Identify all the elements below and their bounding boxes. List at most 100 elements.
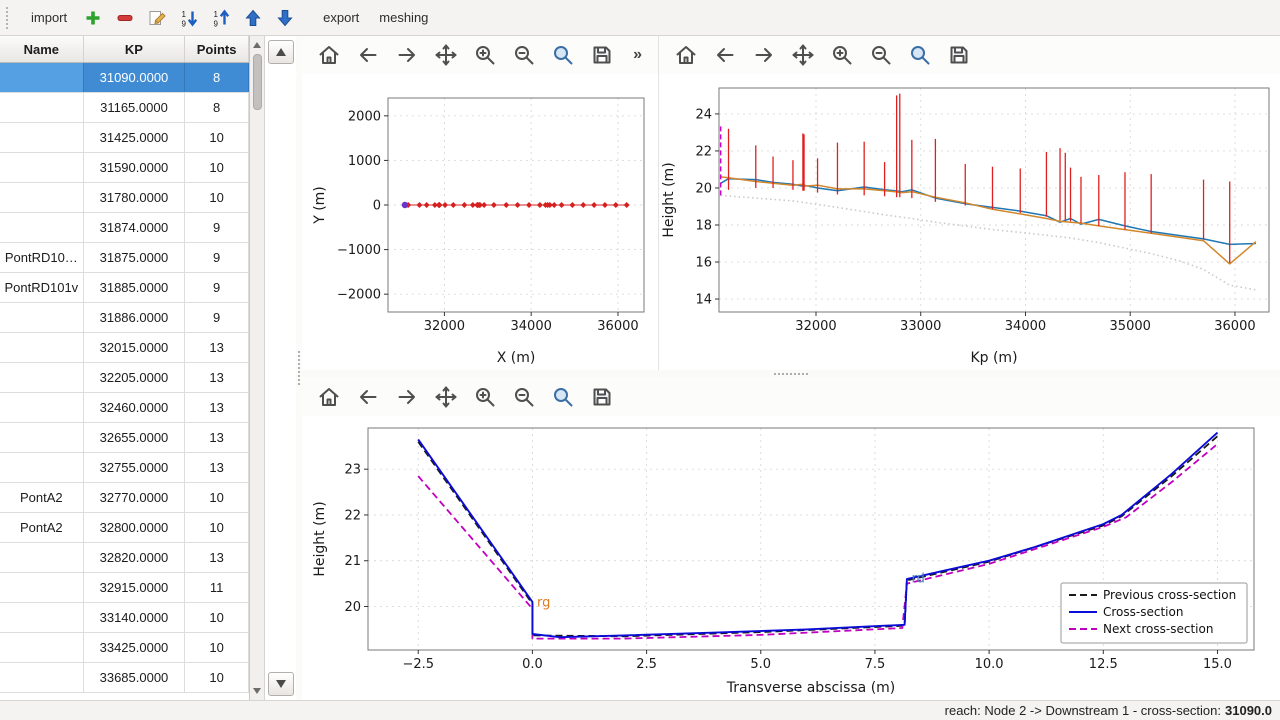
mpl-pan-button[interactable] — [431, 382, 461, 412]
plan-view-chart[interactable]: 320003400036000−2000−1000010002000X (m)Y… — [302, 74, 658, 370]
mpl-zoom-fit-button[interactable] — [548, 40, 578, 70]
mpl-forward-button[interactable] — [749, 40, 779, 70]
table-row[interactable]: 32015.000013 — [0, 333, 249, 363]
profile-chart[interactable]: 3200033000340003500036000141618202224Kp … — [659, 74, 1280, 370]
table-cell-points: 10 — [185, 603, 249, 632]
toolbar-drag-handle[interactable] — [6, 7, 12, 29]
table-row[interactable]: PontRD101v31885.00009 — [0, 273, 249, 303]
table-row[interactable]: 31425.000010 — [0, 123, 249, 153]
scroll-to-top-button[interactable] — [268, 40, 294, 64]
mpl-back-button[interactable] — [353, 40, 383, 70]
plan-view-canvas[interactable]: 320003400036000−2000−1000010002000X (m)Y… — [302, 74, 658, 370]
mpl-forward-button[interactable] — [392, 40, 422, 70]
table-row[interactable]: 31165.00008 — [0, 93, 249, 123]
sort-ascending-button[interactable]: 19 — [174, 4, 204, 32]
table-cell-name — [0, 573, 84, 602]
y-tick-label: 16 — [695, 256, 712, 271]
mpl-save-button[interactable] — [587, 40, 617, 70]
export-button[interactable]: export — [314, 6, 368, 29]
longitudinal-profile-canvas[interactable]: 3200033000340003500036000141618202224Kp … — [659, 74, 1279, 370]
edit-cross-section-button[interactable] — [142, 4, 172, 32]
table-row[interactable]: 31886.00009 — [0, 303, 249, 333]
scrollbar-down-arrow[interactable] — [253, 685, 261, 697]
toolbar-overflow-button[interactable]: » — [629, 46, 646, 64]
mpl-pan-button[interactable] — [431, 40, 461, 70]
table-row[interactable]: 32915.000011 — [0, 573, 249, 603]
mpl-save-button[interactable] — [944, 40, 974, 70]
table-cell-kp: 32820.0000 — [84, 543, 186, 572]
meshing-button[interactable]: meshing — [370, 6, 437, 29]
scrollbar-thumb[interactable] — [253, 54, 262, 110]
cross-section-table: Name KP Points 31090.0000831165.00008314… — [0, 36, 250, 700]
table-row[interactable]: PontA232770.000010 — [0, 483, 249, 513]
y-tick-label: 14 — [695, 293, 712, 308]
splitter-grip-icon — [774, 373, 808, 375]
mpl-zoom-fit-button[interactable] — [905, 40, 935, 70]
mpl-zoom-original-button[interactable] — [866, 40, 896, 70]
mpl-back-button[interactable] — [353, 382, 383, 412]
horizontal-splitter[interactable] — [302, 370, 1280, 378]
table-row[interactable]: 32205.000013 — [0, 363, 249, 393]
scrollbar-up-arrow[interactable] — [253, 39, 261, 51]
table-row[interactable]: PontRD10…31875.00009 — [0, 243, 249, 273]
table-cell-name — [0, 333, 84, 362]
table-row[interactable]: 32460.000013 — [0, 393, 249, 423]
table-scrollbar[interactable] — [250, 36, 265, 700]
mpl-zoom-button[interactable] — [827, 40, 857, 70]
mpl-home-button[interactable] — [671, 40, 701, 70]
import-button[interactable]: import — [22, 6, 76, 29]
mpl-zoom-button[interactable] — [470, 382, 500, 412]
scroll-to-bottom-button[interactable] — [268, 672, 294, 696]
table-header-row: Name KP Points — [0, 36, 249, 63]
table-row[interactable]: 31590.000010 — [0, 153, 249, 183]
scrollbar-track[interactable] — [251, 51, 264, 685]
mpl-zoom-original-button[interactable] — [509, 40, 539, 70]
mpl-home-button[interactable] — [314, 40, 344, 70]
mpl-back-button[interactable] — [710, 40, 740, 70]
upper-plots-row: » 320003400036000−2000−1000010002000X (m… — [302, 36, 1280, 370]
table-row[interactable]: 33685.000010 — [0, 663, 249, 693]
table-row[interactable]: 31780.000010 — [0, 183, 249, 213]
table-row[interactable]: 33140.000010 — [0, 603, 249, 633]
mpl-zoom-original-button[interactable] — [509, 382, 539, 412]
svg-text:1: 1 — [214, 10, 219, 19]
table-row[interactable]: 33425.000010 — [0, 633, 249, 663]
y-tick-label: 18 — [695, 218, 712, 233]
table-row[interactable]: 31874.00009 — [0, 213, 249, 243]
legend-label: Previous cross-section — [1103, 588, 1236, 602]
cross-section-canvas[interactable]: −2.50.02.55.07.510.012.515.020212223Tran… — [302, 416, 1280, 700]
x-tick-label: 32000 — [424, 319, 465, 334]
y-tick-label: 22 — [344, 508, 361, 523]
column-header-kp[interactable]: KP — [84, 36, 186, 62]
table-cell-name — [0, 453, 84, 482]
column-header-points[interactable]: Points — [185, 36, 249, 62]
mpl-zoom-button[interactable] — [470, 40, 500, 70]
cross-section-chart[interactable]: −2.50.02.55.07.510.012.515.020212223Tran… — [302, 416, 1280, 700]
series-left-bank — [721, 179, 1256, 245]
table-row[interactable]: 31090.00008 — [0, 63, 249, 93]
x-tick-label: 12.5 — [1089, 657, 1118, 672]
home-icon — [317, 385, 341, 409]
add-cross-section-button[interactable] — [78, 4, 108, 32]
table-cell-points: 10 — [185, 633, 249, 662]
table-row[interactable]: 32820.000013 — [0, 543, 249, 573]
table-row[interactable]: 32655.000013 — [0, 423, 249, 453]
mpl-home-button[interactable] — [314, 382, 344, 412]
mpl-zoom-fit-button[interactable] — [548, 382, 578, 412]
table-cell-points: 10 — [185, 123, 249, 152]
column-header-name[interactable]: Name — [0, 36, 84, 62]
mpl-forward-button[interactable] — [392, 382, 422, 412]
x-tick-label: 33000 — [900, 319, 941, 334]
remove-cross-section-button[interactable] — [110, 4, 140, 32]
table-cell-name — [0, 663, 84, 692]
mpl-save-button[interactable] — [587, 382, 617, 412]
move-up-button[interactable] — [238, 4, 268, 32]
sort-descending-button[interactable]: 19 — [206, 4, 236, 32]
table-row[interactable]: PontA232800.000010 — [0, 513, 249, 543]
forward-icon — [395, 385, 419, 409]
move-down-button[interactable] — [270, 4, 300, 32]
down-arrow-icon — [275, 8, 295, 28]
mpl-pan-button[interactable] — [788, 40, 818, 70]
x-tick-label: 32000 — [795, 319, 836, 334]
table-row[interactable]: 32755.000013 — [0, 453, 249, 483]
